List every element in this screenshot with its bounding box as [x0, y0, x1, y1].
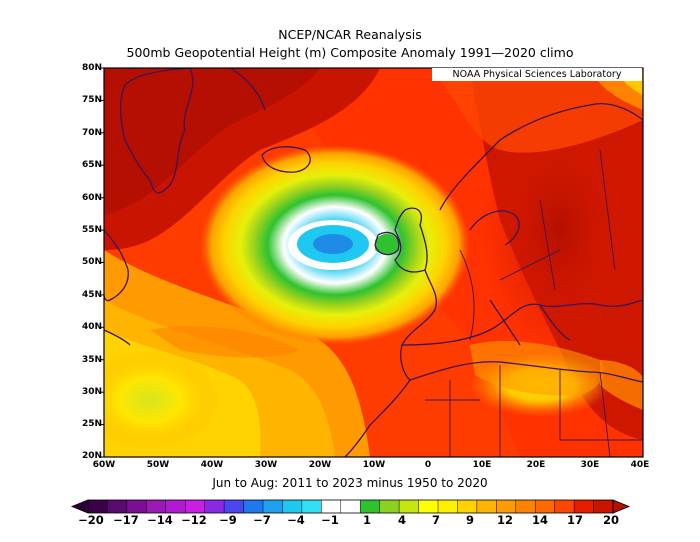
colorbar-swatch — [165, 500, 186, 513]
lon-label: 30E — [580, 460, 600, 470]
colorbar-label: −12 — [181, 513, 207, 527]
colorbar-label: 20 — [602, 513, 619, 527]
colorbar-label: −9 — [219, 513, 237, 527]
colorbar-label: 12 — [496, 513, 513, 527]
lat-label: 55N — [81, 225, 102, 235]
lat-label: 25N — [81, 419, 102, 429]
colorbar-swatch — [476, 500, 497, 513]
colorbar-swatch — [438, 500, 458, 513]
colorbar-label: −4 — [287, 513, 305, 527]
colorbar-under-triangle — [70, 499, 89, 514]
lat-label: 30N — [81, 387, 102, 397]
lon-label: 20W — [308, 460, 332, 470]
lat-label: 20N — [81, 451, 102, 461]
colorbar-swatch — [554, 500, 575, 513]
colorbar-label: −1 — [321, 513, 339, 527]
coastlines — [104, 68, 643, 457]
colorbar-swatch — [418, 500, 439, 513]
lon-label: 10E — [472, 460, 492, 470]
colorbar-swatch — [107, 500, 128, 513]
lat-label: 65N — [81, 160, 102, 170]
period-label: Jun to Aug: 2011 to 2023 minus 1950 to 2… — [212, 476, 488, 490]
lon-label: 40E — [630, 460, 650, 470]
lat-label: 60N — [81, 193, 102, 203]
colorbar-label: 17 — [566, 513, 583, 527]
colorbar-over-triangle — [612, 499, 631, 514]
lat-label: 45N — [81, 290, 102, 300]
lon-label: 60W — [92, 460, 116, 470]
colorbar-label: 14 — [531, 513, 548, 527]
colorbar-swatch — [204, 500, 225, 513]
colorbar-swatch — [243, 500, 264, 513]
lon-label: 50W — [146, 460, 170, 470]
colorbar-swatch — [301, 500, 322, 513]
colorbar-swatch — [496, 500, 517, 513]
lat-label: 40N — [81, 322, 102, 332]
colorbar-swatch — [457, 500, 478, 513]
colorbar-frame — [87, 499, 614, 514]
colorbar-swatch — [399, 500, 419, 513]
colorbar-swatch — [263, 500, 283, 513]
colorbar-label: −17 — [113, 513, 139, 527]
chart-title: NCEP/NCAR Reanalysis — [278, 27, 422, 42]
colorbar-label: 9 — [465, 513, 474, 527]
lat-label: 35N — [81, 355, 102, 365]
lon-label: 40W — [200, 460, 224, 470]
colorbar-swatch — [535, 500, 555, 513]
colorbar-swatch — [224, 500, 244, 513]
colorbar-swatch — [593, 500, 614, 513]
lon-label: 0 — [424, 460, 432, 470]
colorbar-swatch — [321, 500, 342, 513]
colorbar-swatch — [379, 500, 400, 513]
lat-label: 50N — [81, 257, 102, 267]
colorbar-swatch — [88, 500, 108, 513]
lon-label: 20E — [526, 460, 546, 470]
lon-label: 10W — [362, 460, 386, 470]
source-credit: NOAA Physical Sciences Laboratory — [432, 68, 642, 81]
colorbar-label: 1 — [362, 513, 371, 527]
colorbar-swatch — [515, 500, 536, 513]
lat-label: 75N — [81, 95, 102, 105]
colorbar-label: −7 — [253, 513, 271, 527]
colorbar-label: −20 — [78, 513, 104, 527]
colorbar-label: 4 — [397, 513, 406, 527]
lat-label: 70N — [81, 128, 102, 138]
colorbar-label: −14 — [147, 513, 173, 527]
colorbar-swatch — [126, 500, 147, 513]
colorbar-swatch — [185, 500, 205, 513]
colorbar-swatch — [340, 500, 361, 513]
colorbar-swatch — [282, 500, 303, 513]
colorbar-swatch — [574, 500, 594, 513]
colorbar-swatch — [360, 500, 380, 513]
colorbar-swatch — [146, 500, 167, 513]
chart-subtitle: 500mb Geopotential Height (m) Composite … — [126, 45, 574, 60]
colorbar-label: 7 — [431, 513, 440, 527]
lon-label: 30W — [254, 460, 278, 470]
lat-label: 80N — [81, 63, 102, 73]
